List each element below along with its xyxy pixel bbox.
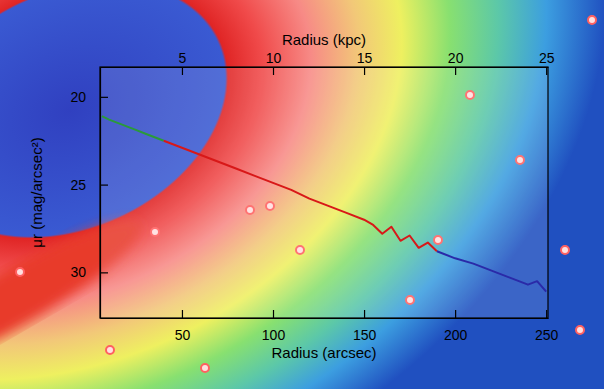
tick-label: 30: [70, 264, 86, 280]
tick-label: 25: [539, 50, 555, 66]
tick-mark: [100, 97, 108, 98]
tick-mark: [100, 272, 108, 273]
tick-label: 15: [357, 50, 373, 66]
tick-label: 200: [444, 327, 468, 343]
y-axis: 20 25 30: [70, 68, 108, 319]
tick: 20: [70, 89, 108, 105]
tick-mark: [364, 310, 365, 318]
background-image: [0, 0, 604, 389]
star: [561, 246, 569, 254]
tick-mark: [546, 67, 547, 75]
x-axis-title: Radius (arcsec): [271, 344, 376, 361]
profile-line: [437, 251, 546, 291]
tick-label: 20: [448, 50, 464, 66]
tick-label: 100: [262, 327, 286, 343]
star: [576, 326, 584, 334]
star: [106, 346, 114, 354]
lines: [102, 116, 546, 292]
tick: 100: [262, 310, 286, 343]
tick-label: 25: [70, 177, 86, 193]
tick-mark: [182, 67, 183, 75]
tick: 250: [535, 310, 559, 343]
tick-label: 50: [175, 327, 191, 343]
tick: 10: [266, 50, 282, 75]
plot-background: [100, 67, 548, 318]
tick: 200: [444, 310, 468, 343]
tick: 5: [179, 50, 187, 75]
x-axis: 50 100 150 200 250: [101, 310, 559, 343]
tick-mark: [455, 67, 456, 75]
tick: 50: [175, 310, 191, 343]
profile-line: [102, 116, 164, 141]
tick: 30: [70, 264, 108, 280]
y-axis-title: μr (mag/arcsec²): [28, 137, 45, 247]
tick: 25: [539, 50, 555, 75]
tick: 150: [353, 310, 377, 343]
tick: 25: [70, 177, 108, 193]
color-map: [0, 0, 604, 389]
x2-axis: 5 10 15 20 25: [101, 50, 555, 75]
tick-mark: [546, 310, 547, 318]
tick-label: 5: [179, 50, 187, 66]
plot-frame: [100, 67, 548, 318]
x2-axis-title: Radius (kpc): [282, 31, 366, 48]
chart: 50 100 150 200 250 5 10 15 20 25 20 25 30 Radius (arc…: [0, 0, 604, 389]
profile-line: [164, 141, 437, 252]
tick-mark: [273, 67, 274, 75]
tick-mark: [182, 310, 183, 318]
tick-label: 10: [266, 50, 282, 66]
tick-label: 250: [535, 327, 559, 343]
tick-mark: [455, 310, 456, 318]
star: [201, 364, 209, 372]
tick-label: 20: [70, 89, 86, 105]
tick-mark: [100, 185, 108, 186]
tick-mark: [273, 310, 274, 318]
tick-label: 150: [353, 327, 377, 343]
tick: 20: [448, 50, 464, 75]
tick: 15: [357, 50, 373, 75]
star: [16, 268, 24, 276]
tick-mark: [364, 67, 365, 75]
star: [588, 16, 596, 24]
